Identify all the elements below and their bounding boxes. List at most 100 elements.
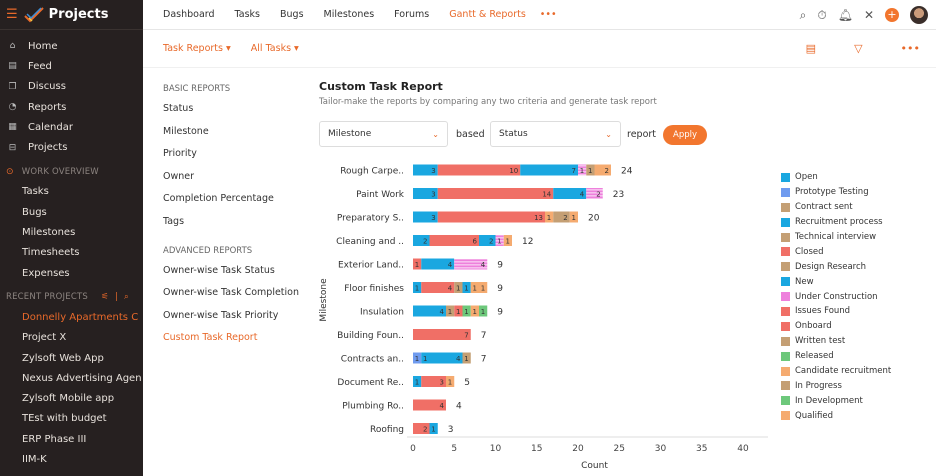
recent-project-item[interactable]: TEst with budget <box>0 409 143 429</box>
recent-project-item[interactable]: IIM-K <box>0 449 143 469</box>
segment-label: 2 <box>423 238 427 246</box>
tab-forums[interactable]: Forums <box>394 9 429 20</box>
segment-label: 1 <box>448 308 452 316</box>
segment-label: 1 <box>572 214 576 222</box>
legend-item[interactable]: Technical interview <box>781 230 891 245</box>
report-custom[interactable]: Custom Task Report <box>163 327 299 350</box>
sidebar-item-timesheets[interactable]: Timesheets <box>0 243 143 263</box>
legend-item[interactable]: Onboard <box>781 319 891 334</box>
segment-label: 2 <box>489 238 493 246</box>
sidebar-item-projects[interactable]: ⊟Projects <box>0 137 143 157</box>
recent-project-item[interactable]: Zylsoft Mobile app <box>0 388 143 408</box>
legend-item[interactable]: Closed <box>781 244 891 259</box>
section-title: RECENT PROJECTS <box>6 292 88 302</box>
segment-label: 1 <box>473 308 477 316</box>
legend-item[interactable]: Contract sent <box>781 200 891 215</box>
apply-button[interactable]: Apply <box>663 125 707 145</box>
avatar[interactable] <box>910 6 928 24</box>
report-owner[interactable]: Owner <box>163 166 299 189</box>
legend-item[interactable]: Qualified <box>781 408 891 423</box>
work-overview-header[interactable]: ⊙WORK OVERVIEW <box>0 162 143 182</box>
segment-label: 3 <box>440 379 444 387</box>
bar-segment <box>520 165 578 176</box>
legend-item[interactable]: In Progress <box>781 378 891 393</box>
segment-label: 2 <box>596 191 600 199</box>
sidebar-item-milestones[interactable]: Milestones <box>0 222 143 242</box>
page-description: Tailor-make the reports by comparing any… <box>319 97 657 107</box>
filter-icon[interactable]: ⚟ <box>101 292 109 302</box>
recent-project-item[interactable]: Nexus Advertising Agen <box>0 368 143 388</box>
report-milestone[interactable]: Milestone <box>163 121 299 144</box>
sidebar-item-tasks[interactable]: Tasks <box>0 182 143 202</box>
nav-label: Feed <box>28 61 52 72</box>
search-icon[interactable]: ⌕ <box>800 8 807 23</box>
sidebar-item-discuss[interactable]: ❐Discuss <box>0 77 143 97</box>
report-completion[interactable]: Completion Percentage <box>163 188 299 211</box>
segment-label: 1 <box>464 308 468 316</box>
criteria1-select[interactable]: Milestone⌄ <box>319 121 448 147</box>
timer-icon[interactable]: ⏱ <box>817 8 826 23</box>
tools-icon[interactable]: ✕ <box>864 8 874 22</box>
sidebar-item-bugs[interactable]: Bugs <box>0 202 143 222</box>
filter-icon[interactable]: ▽ <box>854 42 862 55</box>
legend-item[interactable]: Released <box>781 349 891 364</box>
x-axis-title: Count <box>581 461 608 471</box>
recent-project-item[interactable]: Project X <box>0 328 143 348</box>
task-reports-dropdown[interactable]: Task Reports ▾ <box>163 43 231 54</box>
sidebar-item-calendar[interactable]: ▦Calendar <box>0 117 143 137</box>
report-label: report <box>627 129 656 140</box>
legend-item[interactable]: Issues Found <box>781 304 891 319</box>
y-category-label: Roofing <box>370 425 404 435</box>
add-icon[interactable]: + <box>885 8 899 22</box>
tab-dashboard[interactable]: Dashboard <box>163 9 215 20</box>
legend-item[interactable]: Open <box>781 170 891 185</box>
sidebar-item-home[interactable]: ⌂Home <box>0 36 143 56</box>
select-value: Status <box>499 129 528 139</box>
sidebar-item-feed[interactable]: ▤Feed <box>0 56 143 76</box>
bell-icon[interactable]: 🔔︎ <box>838 8 853 22</box>
legend-item[interactable]: Recruitment process <box>781 215 891 230</box>
report-priority[interactable]: Priority <box>163 143 299 166</box>
tab-tasks[interactable]: Tasks <box>235 9 260 20</box>
criteria2-select[interactable]: Status⌄ <box>490 121 621 147</box>
all-tasks-dropdown[interactable]: All Tasks ▾ <box>251 43 299 54</box>
recent-project-item[interactable]: ERP Phase III <box>0 429 143 449</box>
report-owner-status[interactable]: Owner-wise Task Status <box>163 260 299 283</box>
sidebar: ☰ Projects ⌂Home ▤Feed ❐Discuss ◔Reports… <box>0 0 143 476</box>
legend-label: Onboard <box>795 321 832 331</box>
search-icon[interactable]: ⌕ <box>124 292 129 302</box>
tab-milestones[interactable]: Milestones <box>324 9 375 20</box>
recent-project-item[interactable]: Donnelly Apartments C <box>0 307 143 327</box>
hamburger-menu-icon[interactable]: ☰ <box>6 7 18 22</box>
tab-gantt-reports[interactable]: Gantt & Reports <box>449 9 526 20</box>
legend-item[interactable]: Under Construction <box>781 289 891 304</box>
tab-bugs[interactable]: Bugs <box>280 9 304 20</box>
divider: | <box>115 292 118 302</box>
legend-swatch <box>781 352 790 361</box>
more-tabs-button[interactable]: ••• <box>540 9 557 20</box>
legend-item[interactable]: Prototype Testing <box>781 185 891 200</box>
legend-item[interactable]: Candidate recruitment <box>781 364 891 379</box>
collapse-icon[interactable]: ⊙ <box>6 167 14 177</box>
segment-label: 1 <box>473 285 477 293</box>
legend-label: Prototype Testing <box>795 187 869 197</box>
sidebar-item-expenses[interactable]: Expenses <box>0 263 143 283</box>
more-options-icon[interactable]: ••• <box>901 42 920 55</box>
report-owner-priority[interactable]: Owner-wise Task Priority <box>163 305 299 328</box>
report-tags[interactable]: Tags <box>163 211 299 234</box>
legend-label: Under Construction <box>795 292 878 302</box>
legend-item[interactable]: In Development <box>781 393 891 408</box>
legend-item[interactable]: New <box>781 274 891 289</box>
report-status[interactable]: Status <box>163 98 299 121</box>
chart-type-icon[interactable]: ▤ <box>806 42 816 55</box>
recent-project-item[interactable]: Zylsoft Web App <box>0 348 143 368</box>
legend-item[interactable]: Written test <box>781 334 891 349</box>
segment-label: 4 <box>448 261 453 269</box>
sidebar-item-reports[interactable]: ◔Reports <box>0 97 143 117</box>
legend-item[interactable]: Design Research <box>781 259 891 274</box>
bar-segment <box>438 188 554 199</box>
legend-swatch <box>781 233 790 242</box>
report-owner-completion[interactable]: Owner-wise Task Completion <box>163 282 299 305</box>
legend-swatch <box>781 367 790 376</box>
y-category-label: Cleaning and .. <box>336 237 404 247</box>
